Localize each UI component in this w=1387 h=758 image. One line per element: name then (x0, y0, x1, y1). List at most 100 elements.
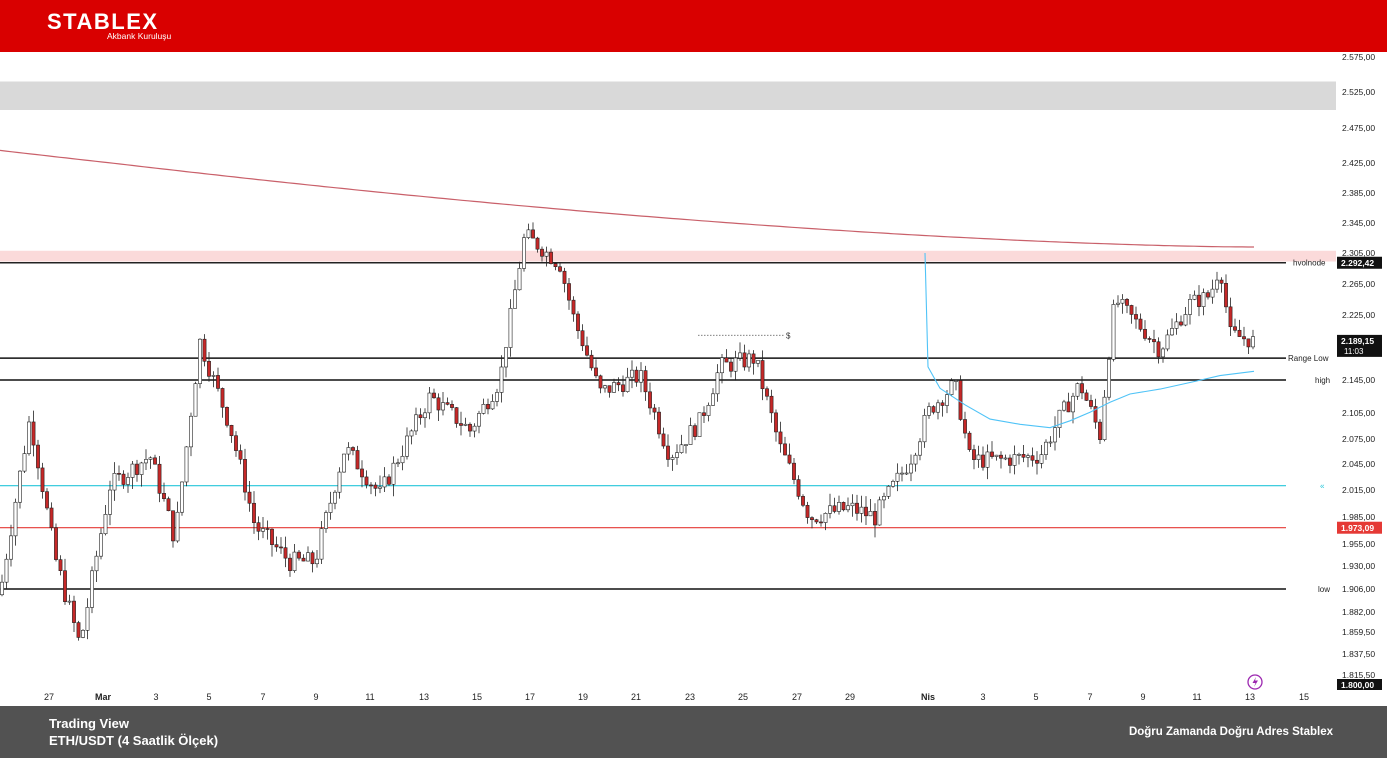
candle-down (1066, 392, 1071, 413)
candle-down (220, 387, 225, 418)
candle-body (189, 415, 193, 448)
candle-up (108, 480, 112, 526)
candle-body (585, 345, 589, 356)
x-tick-label: 7 (260, 692, 265, 702)
y-tick-label: 2.265,00 (1342, 279, 1375, 289)
candle-body (382, 476, 387, 488)
candle-down (1206, 290, 1210, 300)
pink-zone (0, 250, 1336, 262)
candle-body (1219, 279, 1224, 284)
candle-down (769, 389, 774, 423)
candle-body (1102, 396, 1107, 440)
price-chart[interactable]: $ 2.575,00 2.525,00 2.475,00 2.425,00 2.385,… (0, 52, 1387, 706)
candle-body (639, 370, 643, 383)
candle-body (1066, 401, 1071, 413)
candle-body (409, 430, 414, 437)
candle-body (1053, 427, 1057, 443)
candle-body (265, 528, 270, 530)
candle-body (855, 502, 859, 514)
candle-body (112, 473, 117, 491)
candle-down (873, 503, 877, 538)
candle-body (283, 547, 288, 559)
candle-down (990, 441, 994, 459)
candle-body (459, 423, 463, 426)
candle-body (184, 446, 189, 483)
candle-body (535, 237, 540, 250)
candle-down (1233, 318, 1237, 333)
candle-body (985, 451, 990, 468)
candle-body (936, 402, 940, 413)
footer-bar: Trading View ETH/USDT (4 Saatlik Ölçek) … (0, 706, 1387, 758)
candle-body (1039, 454, 1044, 464)
candle-up (90, 566, 94, 614)
candle-down (1224, 274, 1228, 314)
candle-body (634, 369, 639, 383)
candle-up (954, 379, 958, 391)
candle-body (72, 600, 76, 623)
candle-down (1008, 454, 1012, 474)
candle-up (1174, 313, 1179, 335)
candle-down (243, 448, 247, 501)
candle-body (220, 388, 225, 408)
candle-body (1048, 441, 1053, 444)
candle-down (549, 248, 553, 265)
candle-body (823, 513, 828, 523)
candle-body (396, 462, 400, 465)
candle-down (117, 465, 121, 481)
candle-body (1044, 441, 1048, 455)
candle-body (976, 454, 981, 460)
candle-down (1138, 313, 1143, 332)
candle-body (1093, 406, 1098, 423)
candle-down (270, 528, 274, 557)
alert-icon[interactable] (1247, 674, 1263, 690)
candle-body (594, 367, 598, 377)
candle-body (607, 385, 612, 393)
y-tick-label: 2.225,00 (1342, 310, 1375, 320)
y-tick-label: 2.045,00 (1342, 459, 1375, 469)
candle-body (1147, 338, 1152, 340)
candle-body (144, 459, 148, 464)
candle-down (63, 558, 67, 605)
candle-up (409, 429, 414, 445)
candle-body (1188, 299, 1192, 315)
candle-body (1197, 294, 1201, 307)
candle-up (148, 456, 153, 469)
candle-up (720, 354, 724, 384)
candle-up (1017, 452, 1021, 465)
candle-down (157, 455, 162, 503)
candle-body (0, 581, 4, 596)
candle-body (481, 404, 486, 414)
candle-body (747, 353, 751, 368)
candle-body (85, 607, 90, 631)
candle-down (621, 375, 625, 397)
candle-body (499, 366, 504, 393)
candle-body (670, 457, 675, 460)
candle-down (765, 386, 769, 401)
footer-tagline: Doğru Zamanda Doğru Adres Stablex (1128, 726, 1333, 738)
candle-body (1116, 302, 1120, 305)
candle-down (531, 222, 535, 239)
candle-body (769, 395, 774, 414)
candle-body (729, 361, 733, 372)
candle-up (414, 407, 418, 435)
candle-up (922, 408, 927, 448)
candle-body (801, 496, 805, 506)
candle-down (355, 445, 360, 470)
candle-body (238, 450, 243, 460)
candle-body (310, 552, 315, 565)
candle-down (58, 555, 63, 576)
y-tick-label: 2.145,00 (1342, 375, 1375, 385)
candle-up (823, 512, 828, 531)
candle-body (270, 528, 274, 545)
candle-body (94, 555, 99, 572)
candle-down (459, 411, 463, 436)
candle-up (396, 458, 400, 468)
footer-source: Trading View (49, 716, 129, 731)
candle-down (216, 367, 220, 392)
candle-down (418, 408, 423, 425)
candle-down (580, 324, 585, 352)
candle-down (742, 344, 747, 371)
candle-up (738, 342, 742, 361)
red-level-price-tag (1337, 521, 1382, 534)
candle-body (342, 453, 346, 473)
